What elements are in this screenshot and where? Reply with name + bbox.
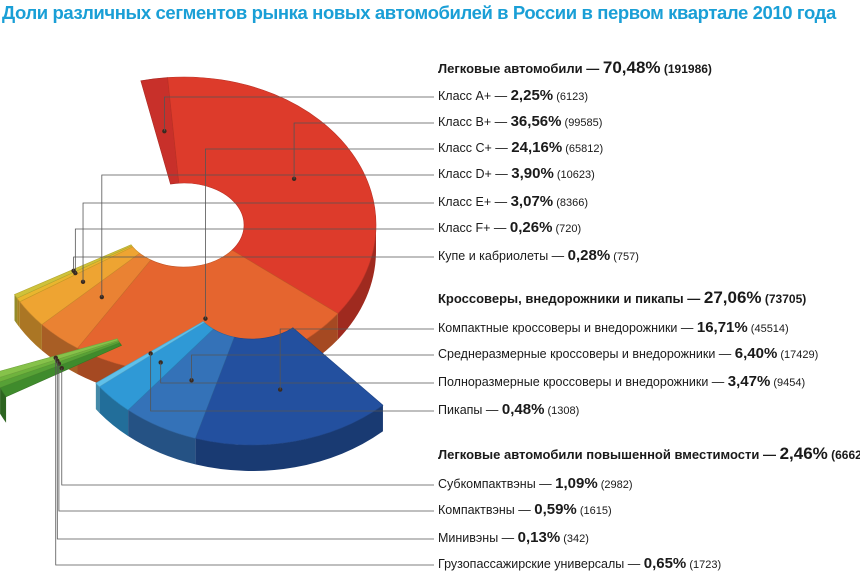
leader-line-g0-s0 xyxy=(163,96,434,132)
slice-side-g1-s1 xyxy=(128,410,196,465)
slice-g2-s3 xyxy=(0,338,119,378)
leader-dot-g1-s2 xyxy=(158,360,163,365)
slice-side-g0-s5 xyxy=(17,298,20,328)
leader-line-g2-s3 xyxy=(55,357,434,566)
slice-side-g1-s0 xyxy=(195,405,383,471)
leader-line-g2-s1 xyxy=(58,363,434,512)
slice-side-g0-s6 xyxy=(14,294,18,325)
chart-title: Доли различных сегментов рынка новых авт… xyxy=(2,2,836,23)
leader-line-g0-s1 xyxy=(293,122,434,179)
leader-line-g0-s5 xyxy=(74,228,434,274)
leader-line-g1-s1 xyxy=(191,354,434,381)
leader-line-g1-s3 xyxy=(150,353,434,412)
slice-side-g1-s2 xyxy=(99,386,129,437)
leader-line-g0-s6 xyxy=(73,256,434,271)
slice-side-g2-s0 xyxy=(0,387,7,423)
leader-line-g2-s2 xyxy=(56,360,434,540)
leader-line-g0-s3 xyxy=(101,174,434,298)
slice-side-g1-s3 xyxy=(95,383,100,413)
leader-line-g0-s4 xyxy=(82,202,434,282)
slice-side-g0-s1 xyxy=(337,225,376,340)
leader-line-g1-s2 xyxy=(160,362,434,384)
leader-line-g1-s0 xyxy=(279,328,434,390)
leader-line-g0-s2 xyxy=(205,148,434,319)
slice-g0-s1 xyxy=(167,76,377,314)
leader-line-g2-s0 xyxy=(61,368,434,486)
slice-g1-s0 xyxy=(194,327,384,446)
slice-side-g0-s4 xyxy=(19,301,42,351)
